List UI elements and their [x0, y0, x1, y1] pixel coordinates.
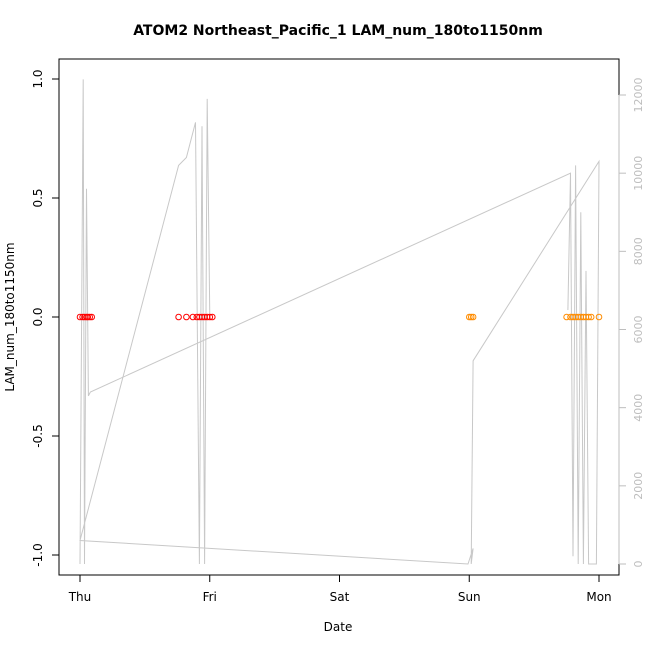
- data-point: [206, 313, 214, 321]
- y-tick-label: -1.0: [31, 543, 45, 566]
- y-axis: -1.0 -0.5 0.0 0.5 1.0: [31, 69, 60, 567]
- data-point: [585, 313, 592, 321]
- secondary-y-tick-label: 8000: [632, 237, 645, 265]
- secondary-y-tick-label: 6000: [632, 316, 645, 344]
- data-point: [183, 313, 190, 321]
- data-point: [469, 313, 477, 321]
- x-tick-label: Mon: [586, 590, 611, 604]
- data-point: [466, 313, 473, 321]
- data-point: [595, 313, 603, 321]
- data-point: [84, 313, 92, 321]
- line-series: [79, 79, 600, 565]
- secondary-y-tick-label: 2000: [632, 472, 645, 500]
- y-tick-label: 1.0: [31, 69, 45, 88]
- data-point: [563, 313, 570, 321]
- x-tick-label: Fri: [203, 590, 217, 604]
- point-series: [76, 313, 603, 321]
- y-axis-label: LAM_num_180to1150nm: [3, 242, 17, 391]
- data-point: [86, 313, 93, 321]
- x-tick-label: Sat: [330, 590, 350, 604]
- data-point: [567, 313, 574, 321]
- data-point: [587, 313, 595, 321]
- secondary-y-tick-label: 0: [632, 561, 645, 568]
- x-tick-label: Sun: [458, 590, 481, 604]
- data-point: [467, 313, 475, 321]
- data-point: [175, 313, 182, 321]
- secondary-y-tick-label: 4000: [632, 394, 645, 422]
- plot-area-frame: [58, 58, 620, 576]
- data-point: [189, 313, 197, 321]
- secondary-y-tick-label: 10000: [632, 156, 645, 191]
- x-tick-label: Thu: [68, 590, 92, 604]
- y-tick-label: 0.5: [31, 188, 45, 207]
- x-axis: Thu Fri Sat Sun Mon: [68, 574, 612, 604]
- data-point: [209, 313, 216, 321]
- x-axis-label: Date: [324, 620, 353, 634]
- data-point: [76, 313, 84, 321]
- y-tick-label: 0.0: [31, 307, 45, 326]
- secondary-y-axis: 0 2000 4000 6000 8000 10000 12000: [618, 78, 645, 568]
- secondary-line-series: [79, 79, 600, 565]
- chart-title: ATOM2 Northeast_Pacific_1 LAM_num_180to1…: [133, 23, 543, 39]
- secondary-y-tick-label: 12000: [632, 78, 645, 113]
- data-point: [88, 313, 95, 321]
- y-tick-label: -0.5: [31, 424, 45, 447]
